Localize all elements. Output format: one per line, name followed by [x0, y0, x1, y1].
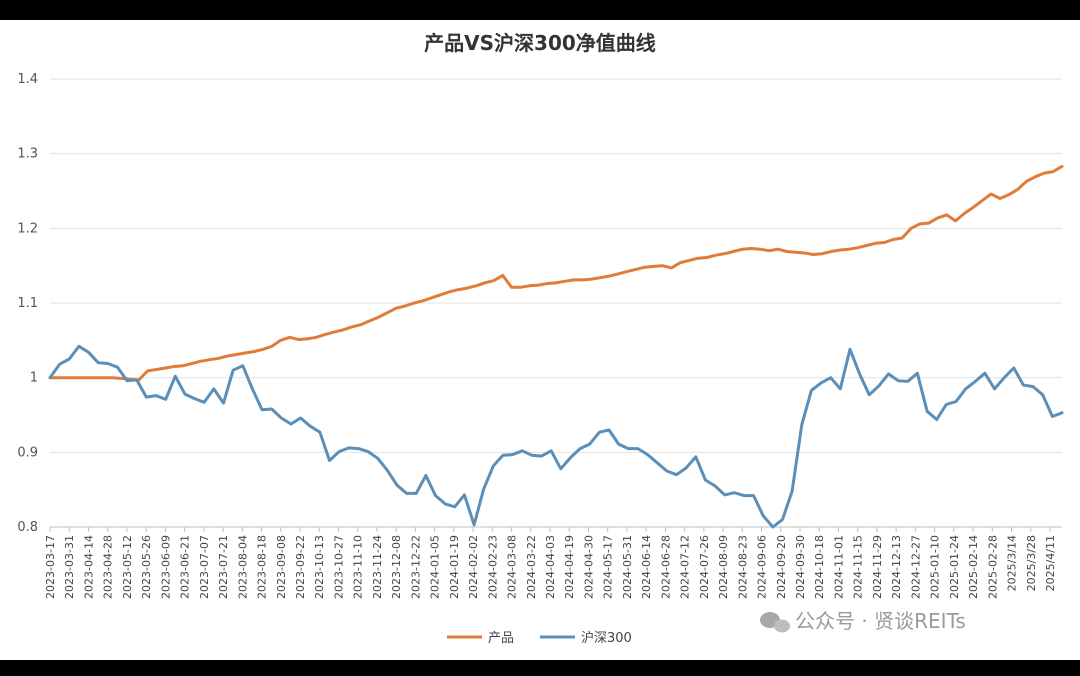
y-tick-label: 1.4	[17, 72, 38, 87]
x-tick-label: 2023-05-12	[121, 535, 134, 599]
x-tick-label: 2025-01-10	[929, 535, 942, 599]
x-tick-label: 2023-12-22	[409, 535, 422, 599]
x-tick-label: 2024-12-27	[909, 535, 922, 599]
x-tick-label: 2024-03-08	[506, 535, 519, 599]
x-tick-label: 2023-05-26	[140, 535, 153, 599]
x-tick-label: 2023-11-24	[371, 535, 384, 599]
x-tick-label: 2025/3/28	[1025, 535, 1038, 591]
x-tick-label: 2024-02-23	[486, 535, 499, 599]
x-tick-label: 2024-05-17	[602, 535, 615, 599]
watermark: 公众号 · 贤谈REITs	[760, 609, 966, 633]
x-tick-label: 2024-12-13	[890, 535, 903, 599]
nav-line-chart: 产品VS沪深300净值曲线 0.8 0.9 1 1.1 1.2 1.3 1.4 2023-0…	[17, 31, 1064, 646]
x-tick-label: 2024-09-06	[756, 535, 769, 599]
x-tick-label: 2024-05-31	[621, 535, 634, 599]
x-tick-label: 2023-03-31	[63, 535, 76, 599]
x-tick-label: 2023-10-13	[313, 535, 326, 599]
y-tick-label: 1	[30, 371, 38, 386]
x-tick-label: 2024-10-18	[813, 535, 826, 599]
x-tick-label: 2024-08-09	[717, 535, 730, 599]
x-tick-label: 2024-04-19	[563, 535, 576, 599]
y-tick-label: 0.8	[17, 520, 38, 535]
x-tick-label: 2023-12-08	[390, 535, 403, 599]
legend-label-hs300: 沪深300	[581, 630, 632, 646]
x-tick-label: 2024-02-02	[467, 535, 480, 599]
x-tick-label: 2024-07-12	[679, 535, 692, 599]
wechat-icon	[760, 612, 790, 633]
x-tick-label: 2023-07-21	[217, 535, 230, 599]
x-tick-label: 2024-09-20	[775, 535, 788, 599]
x-tick-label: 2024-06-28	[659, 535, 672, 599]
chart-frame: 产品VS沪深300净值曲线 0.8 0.9 1 1.1 1.2 1.3 1.4 2023-0…	[0, 20, 1080, 660]
y-tick-label: 1.2	[17, 221, 38, 236]
x-tick-label: 2024-06-14	[640, 535, 653, 599]
x-tick-label: 2024-04-03	[544, 535, 557, 599]
x-tick-label: 2023-06-21	[179, 535, 192, 599]
legend: 产品 沪深300	[447, 630, 632, 646]
series-line-product	[48, 164, 1064, 382]
x-tick-label: 2024-03-22	[525, 535, 538, 599]
x-tick-label: 2025/3/14	[1006, 535, 1019, 591]
x-tick-label: 2023-04-14	[82, 535, 95, 599]
x-tick-label: 2024-07-26	[698, 535, 711, 599]
x-tick-label: 2023-08-18	[256, 535, 269, 599]
x-tick-label: 2023-07-07	[198, 535, 211, 599]
x-tick-label: 2023-11-10	[352, 535, 365, 599]
x-tick-label: 2023-03-17	[44, 535, 57, 599]
series-line-hs300	[48, 344, 1064, 529]
y-tick-label: 1.3	[17, 147, 38, 162]
grid-lines	[50, 78, 1062, 528]
x-tick-label: 2023-10-27	[332, 535, 345, 599]
x-tick-label: 2025-02-28	[986, 535, 999, 599]
x-tick-label: 2023-08-04	[236, 535, 249, 599]
x-tick-label: 2024-01-19	[448, 535, 461, 599]
x-tick-label: 2023-09-08	[275, 535, 288, 599]
x-tick-label: 2023-09-22	[294, 535, 307, 599]
x-tick-label: 2025/4/11	[1044, 535, 1057, 591]
x-tick-label: 2024-01-05	[429, 535, 442, 599]
legend-label-product: 产品	[488, 631, 514, 646]
x-tick-label: 2023-04-28	[102, 535, 115, 599]
series-lines	[48, 164, 1064, 529]
x-tick-label: 2025-02-14	[967, 535, 980, 599]
x-tick-label: 2025-01-24	[948, 535, 961, 599]
x-axis-ticks: 2023-03-17 2023-03-31 2023-04-14 2023-04-28…	[44, 527, 1057, 599]
y-tick-label: 1.1	[17, 296, 38, 311]
x-tick-label: 2024-04-30	[582, 535, 595, 599]
x-tick-label: 2024-11-29	[871, 535, 884, 599]
y-tick-label: 0.9	[17, 445, 38, 460]
y-axis-ticks: 0.8 0.9 1 1.1 1.2 1.3 1.4	[17, 72, 38, 535]
chart-title: 产品VS沪深300净值曲线	[424, 31, 656, 55]
x-tick-label: 2024-11-15	[852, 535, 865, 599]
x-tick-label: 2024-08-23	[736, 535, 749, 599]
x-tick-label: 2024-11-01	[832, 535, 845, 599]
x-tick-label: 2023-06-09	[159, 535, 172, 599]
x-tick-label: 2024-09-30	[794, 535, 807, 599]
watermark-text: 公众号 · 贤谈REITs	[795, 609, 966, 633]
